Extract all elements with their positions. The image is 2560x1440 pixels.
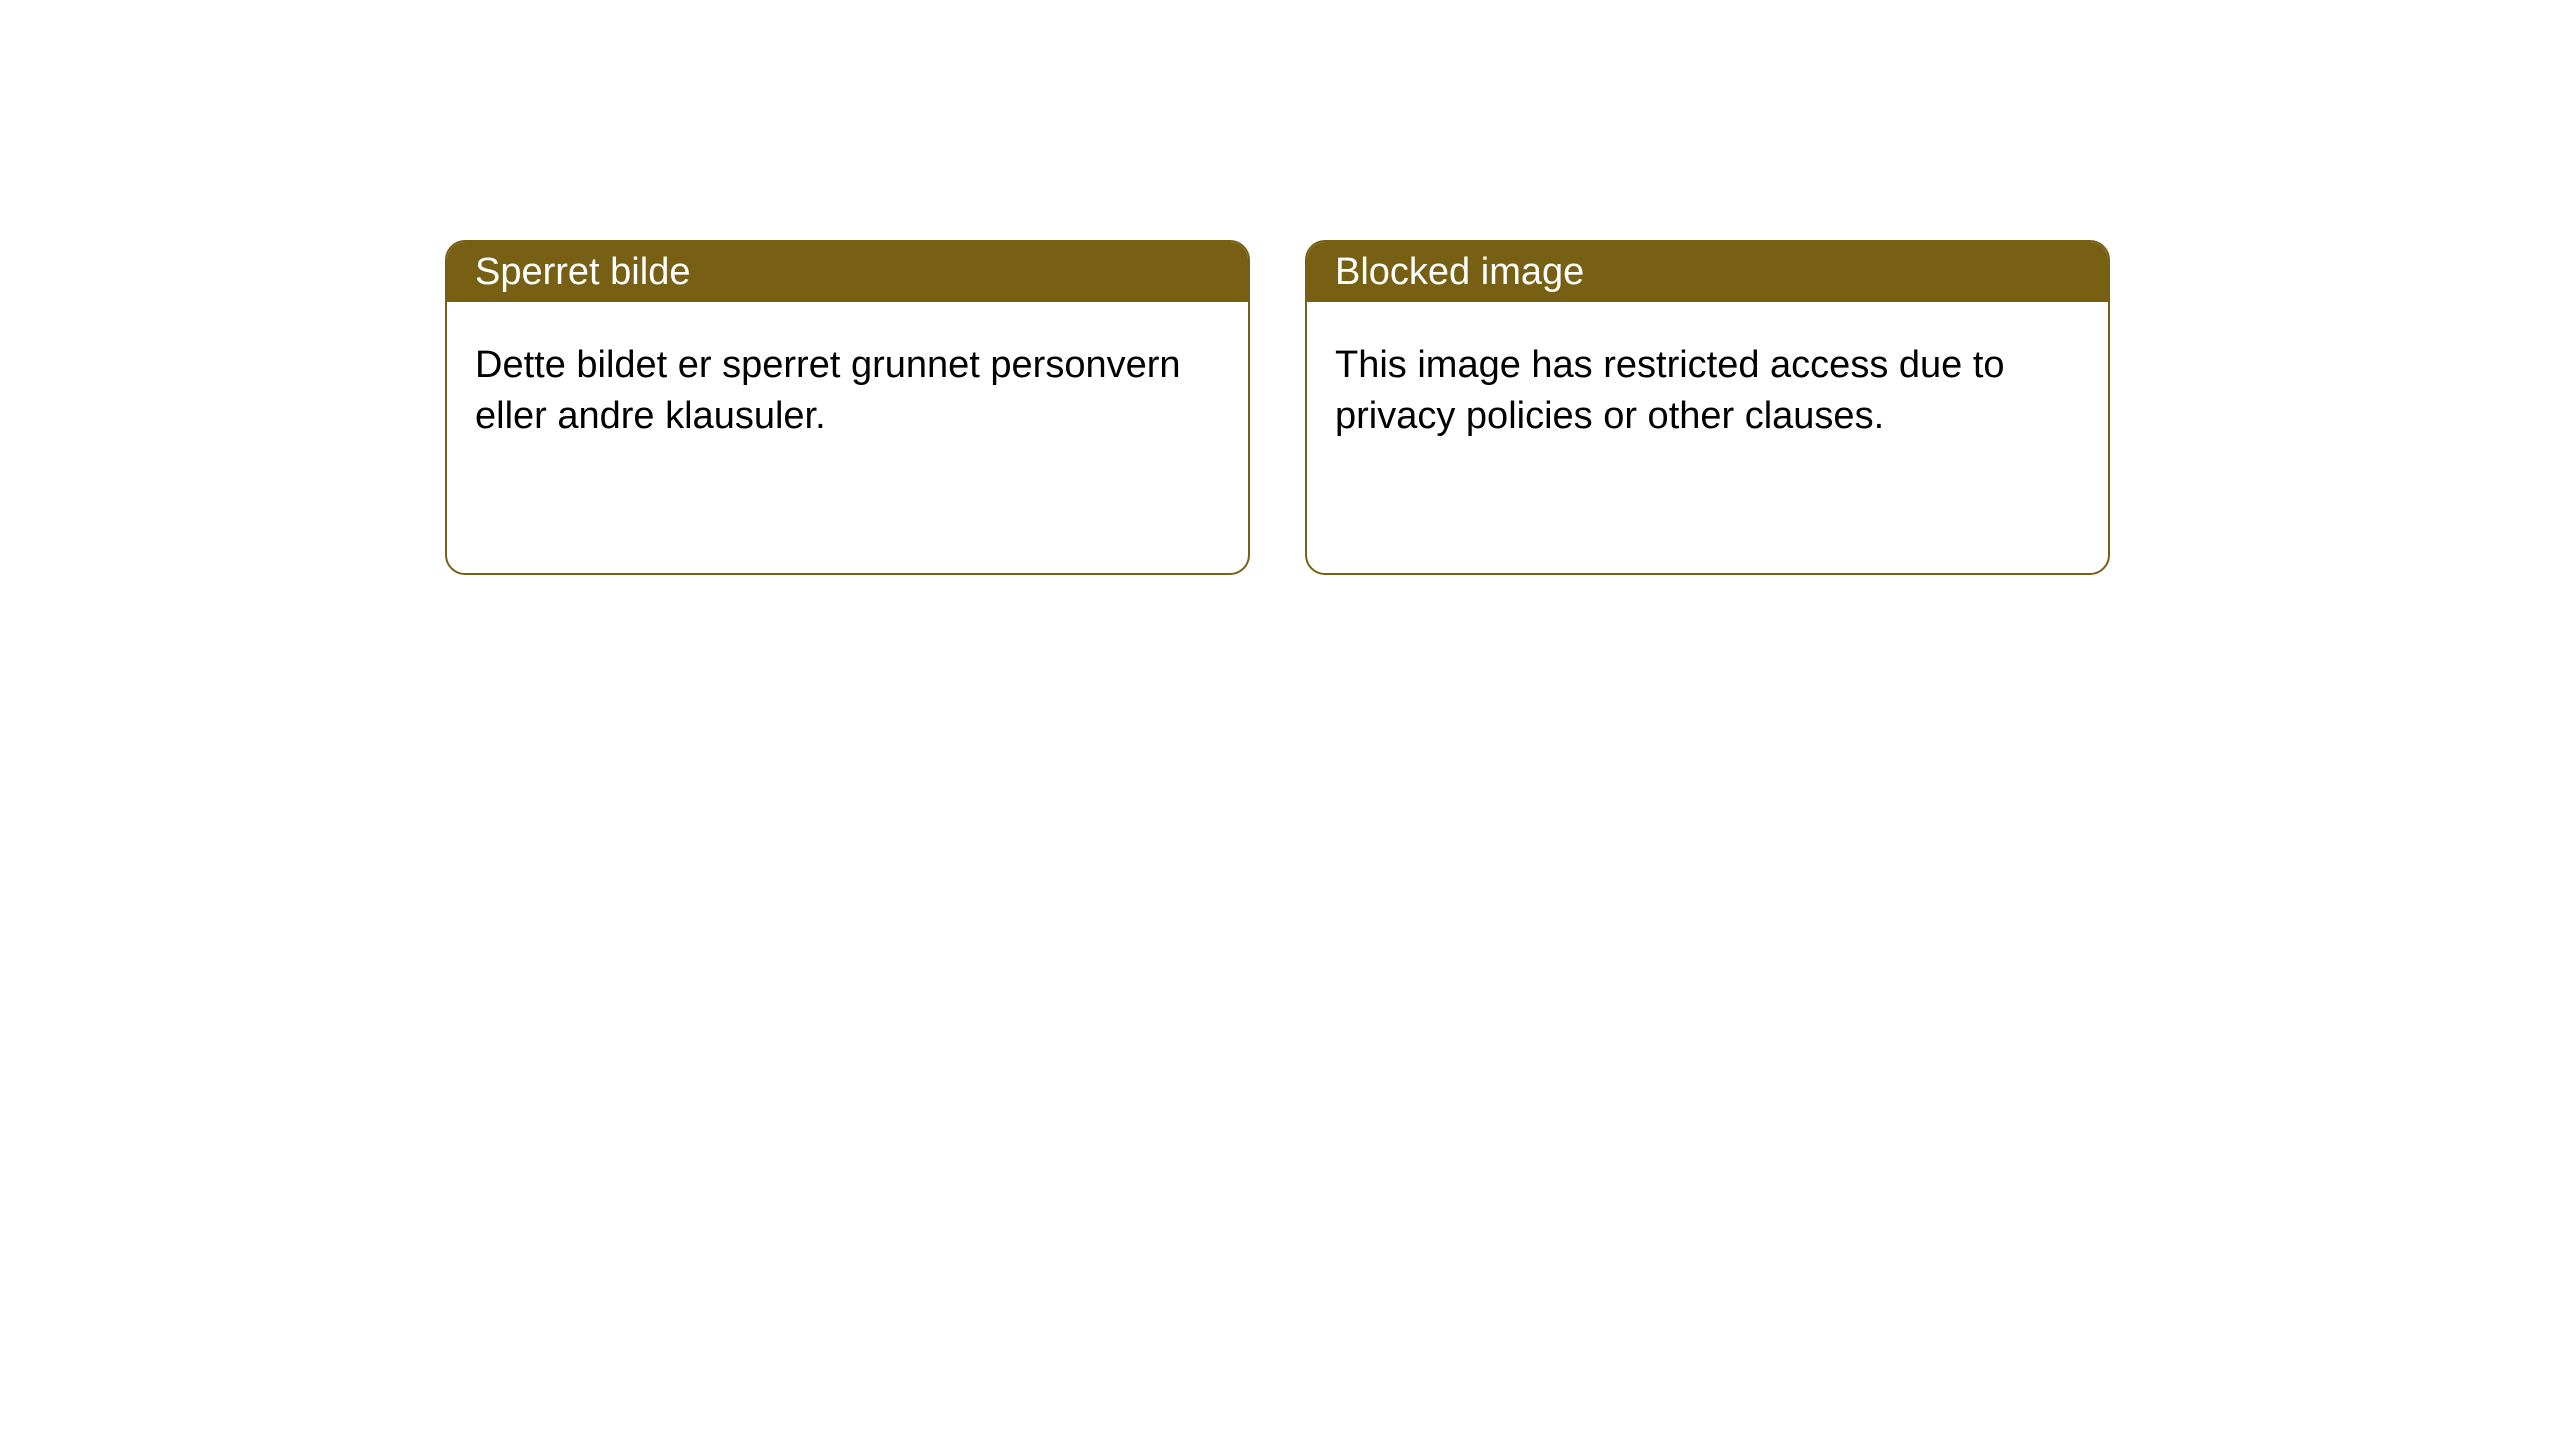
card-header: Blocked image bbox=[1307, 242, 2108, 302]
card-body-text: Dette bildet er sperret grunnet personve… bbox=[475, 344, 1181, 437]
notice-container: Sperret bilde Dette bildet er sperret gr… bbox=[0, 0, 2560, 575]
card-body-text: This image has restricted access due to … bbox=[1335, 344, 2005, 437]
card-title: Sperret bilde bbox=[475, 251, 690, 294]
card-header: Sperret bilde bbox=[447, 242, 1248, 302]
card-title: Blocked image bbox=[1335, 251, 1584, 294]
card-body: Dette bildet er sperret grunnet personve… bbox=[447, 302, 1248, 481]
notice-card-english: Blocked image This image has restricted … bbox=[1305, 240, 2110, 575]
notice-card-norwegian: Sperret bilde Dette bildet er sperret gr… bbox=[445, 240, 1250, 575]
card-body: This image has restricted access due to … bbox=[1307, 302, 2108, 481]
